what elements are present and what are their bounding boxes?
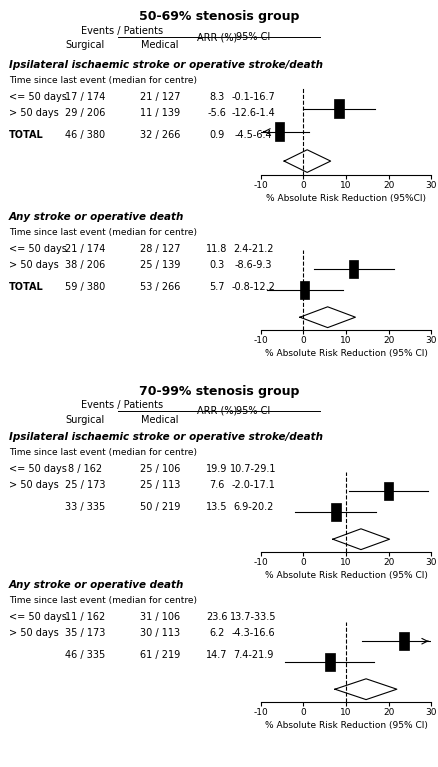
Text: 21 / 174: 21 / 174 [65, 244, 106, 254]
Text: <= 50 days: <= 50 days [9, 92, 67, 102]
Text: 6.2: 6.2 [209, 628, 225, 638]
Polygon shape [300, 281, 309, 299]
X-axis label: % Absolute Risk Reduction (95% CI): % Absolute Risk Reduction (95% CI) [265, 722, 427, 730]
Text: 53 / 266: 53 / 266 [140, 282, 180, 292]
Text: 8 / 162: 8 / 162 [68, 464, 102, 474]
Text: TOTAL: TOTAL [9, 282, 43, 292]
Text: 21 / 127: 21 / 127 [140, 92, 180, 102]
Text: 59 / 380: 59 / 380 [65, 282, 106, 292]
Text: 11 / 139: 11 / 139 [140, 108, 180, 118]
Text: > 50 days: > 50 days [9, 260, 59, 270]
Text: > 50 days: > 50 days [9, 480, 59, 490]
Text: 35 / 173: 35 / 173 [65, 628, 106, 638]
Text: 25 / 113: 25 / 113 [140, 480, 180, 490]
Text: 17 / 174: 17 / 174 [65, 92, 106, 102]
Text: 31 / 106: 31 / 106 [140, 612, 180, 622]
Text: 25 / 139: 25 / 139 [140, 260, 180, 270]
Text: 0.3: 0.3 [209, 260, 224, 270]
Text: 13.5: 13.5 [206, 502, 228, 512]
Text: 10.7-29.1: 10.7-29.1 [230, 464, 276, 474]
Polygon shape [334, 99, 343, 118]
Text: Time since last event (median for centre): Time since last event (median for centre… [9, 596, 197, 605]
Text: Surgical: Surgical [66, 40, 105, 50]
Text: Surgical: Surgical [66, 415, 105, 425]
Text: 19.9: 19.9 [206, 464, 227, 474]
Text: 0.9: 0.9 [209, 130, 224, 140]
Text: 46 / 380: 46 / 380 [65, 130, 106, 140]
Text: ARR (%): ARR (%) [197, 406, 237, 416]
Text: -0.8-12.2: -0.8-12.2 [231, 282, 275, 292]
Text: Any stroke or operative death: Any stroke or operative death [9, 580, 184, 590]
Text: 33 / 335: 33 / 335 [65, 502, 106, 512]
Text: -4.3-16.6: -4.3-16.6 [231, 628, 275, 638]
Text: 8.3: 8.3 [209, 92, 224, 102]
Text: Time since last event (median for centre): Time since last event (median for centre… [9, 76, 197, 85]
Text: Ipsilateral ischaemic stroke or operative stroke/death: Ipsilateral ischaemic stroke or operativ… [9, 432, 323, 442]
Text: 7.4-21.9: 7.4-21.9 [233, 650, 273, 660]
Text: <= 50 days: <= 50 days [9, 612, 67, 622]
Text: 28 / 127: 28 / 127 [140, 244, 180, 254]
Text: 2.4-21.2: 2.4-21.2 [233, 244, 273, 254]
Text: -8.6-9.3: -8.6-9.3 [234, 260, 272, 270]
Text: 95% CI: 95% CI [236, 32, 270, 42]
Text: Any stroke or operative death: Any stroke or operative death [9, 212, 184, 222]
Text: 14.7: 14.7 [206, 650, 228, 660]
Text: Time since last event (median for centre): Time since last event (median for centre… [9, 448, 197, 457]
X-axis label: % Absolute Risk Reduction (95% CI): % Absolute Risk Reduction (95% CI) [265, 350, 427, 358]
Text: 23.6: 23.6 [206, 612, 228, 622]
Text: 13.7-33.5: 13.7-33.5 [230, 612, 276, 622]
Text: 46 / 335: 46 / 335 [65, 650, 106, 660]
Text: ARR (%): ARR (%) [197, 32, 237, 42]
Text: 50 / 219: 50 / 219 [140, 502, 180, 512]
Text: -12.6-1.4: -12.6-1.4 [231, 108, 275, 118]
Polygon shape [325, 653, 335, 671]
Text: 6.9-20.2: 6.9-20.2 [233, 502, 273, 512]
Text: 32 / 266: 32 / 266 [140, 130, 180, 140]
Text: -0.1-16.7: -0.1-16.7 [231, 92, 275, 102]
Text: 5.7: 5.7 [209, 282, 225, 292]
Text: 11 / 162: 11 / 162 [65, 612, 106, 622]
Text: Medical: Medical [141, 40, 179, 50]
Polygon shape [349, 261, 358, 278]
Text: Ipsilateral ischaemic stroke or operative stroke/death: Ipsilateral ischaemic stroke or operativ… [9, 60, 323, 70]
X-axis label: % Absolute Risk Reduction (95%CI): % Absolute Risk Reduction (95%CI) [266, 194, 426, 203]
Text: -4.5-6.4: -4.5-6.4 [234, 130, 272, 140]
X-axis label: % Absolute Risk Reduction (95% CI): % Absolute Risk Reduction (95% CI) [265, 571, 427, 581]
Text: 25 / 173: 25 / 173 [65, 480, 106, 490]
Text: <= 50 days: <= 50 days [9, 464, 67, 474]
Text: > 50 days: > 50 days [9, 108, 59, 118]
Text: 50-69% stenosis group: 50-69% stenosis group [139, 10, 299, 23]
Text: TOTAL: TOTAL [9, 130, 43, 140]
Text: <= 50 days: <= 50 days [9, 244, 67, 254]
Polygon shape [275, 122, 284, 141]
Polygon shape [399, 633, 409, 650]
Text: 38 / 206: 38 / 206 [65, 260, 106, 270]
Text: 61 / 219: 61 / 219 [140, 650, 180, 660]
Text: Medical: Medical [141, 415, 179, 425]
Text: 11.8: 11.8 [206, 244, 227, 254]
Text: > 50 days: > 50 days [9, 628, 59, 638]
Text: -5.6: -5.6 [207, 108, 226, 118]
Polygon shape [384, 482, 393, 500]
Text: 30 / 113: 30 / 113 [140, 628, 180, 638]
Text: 29 / 206: 29 / 206 [65, 108, 106, 118]
Text: Time since last event (median for centre): Time since last event (median for centre… [9, 228, 197, 237]
Text: 70-99% stenosis group: 70-99% stenosis group [139, 385, 299, 398]
Text: 7.6: 7.6 [209, 480, 225, 490]
Text: Events / Patients: Events / Patients [81, 400, 163, 410]
Text: Events / Patients: Events / Patients [81, 26, 163, 36]
Text: 95% CI: 95% CI [236, 406, 270, 416]
Text: -2.0-17.1: -2.0-17.1 [231, 480, 275, 490]
Polygon shape [331, 503, 341, 521]
Text: 25 / 106: 25 / 106 [140, 464, 180, 474]
